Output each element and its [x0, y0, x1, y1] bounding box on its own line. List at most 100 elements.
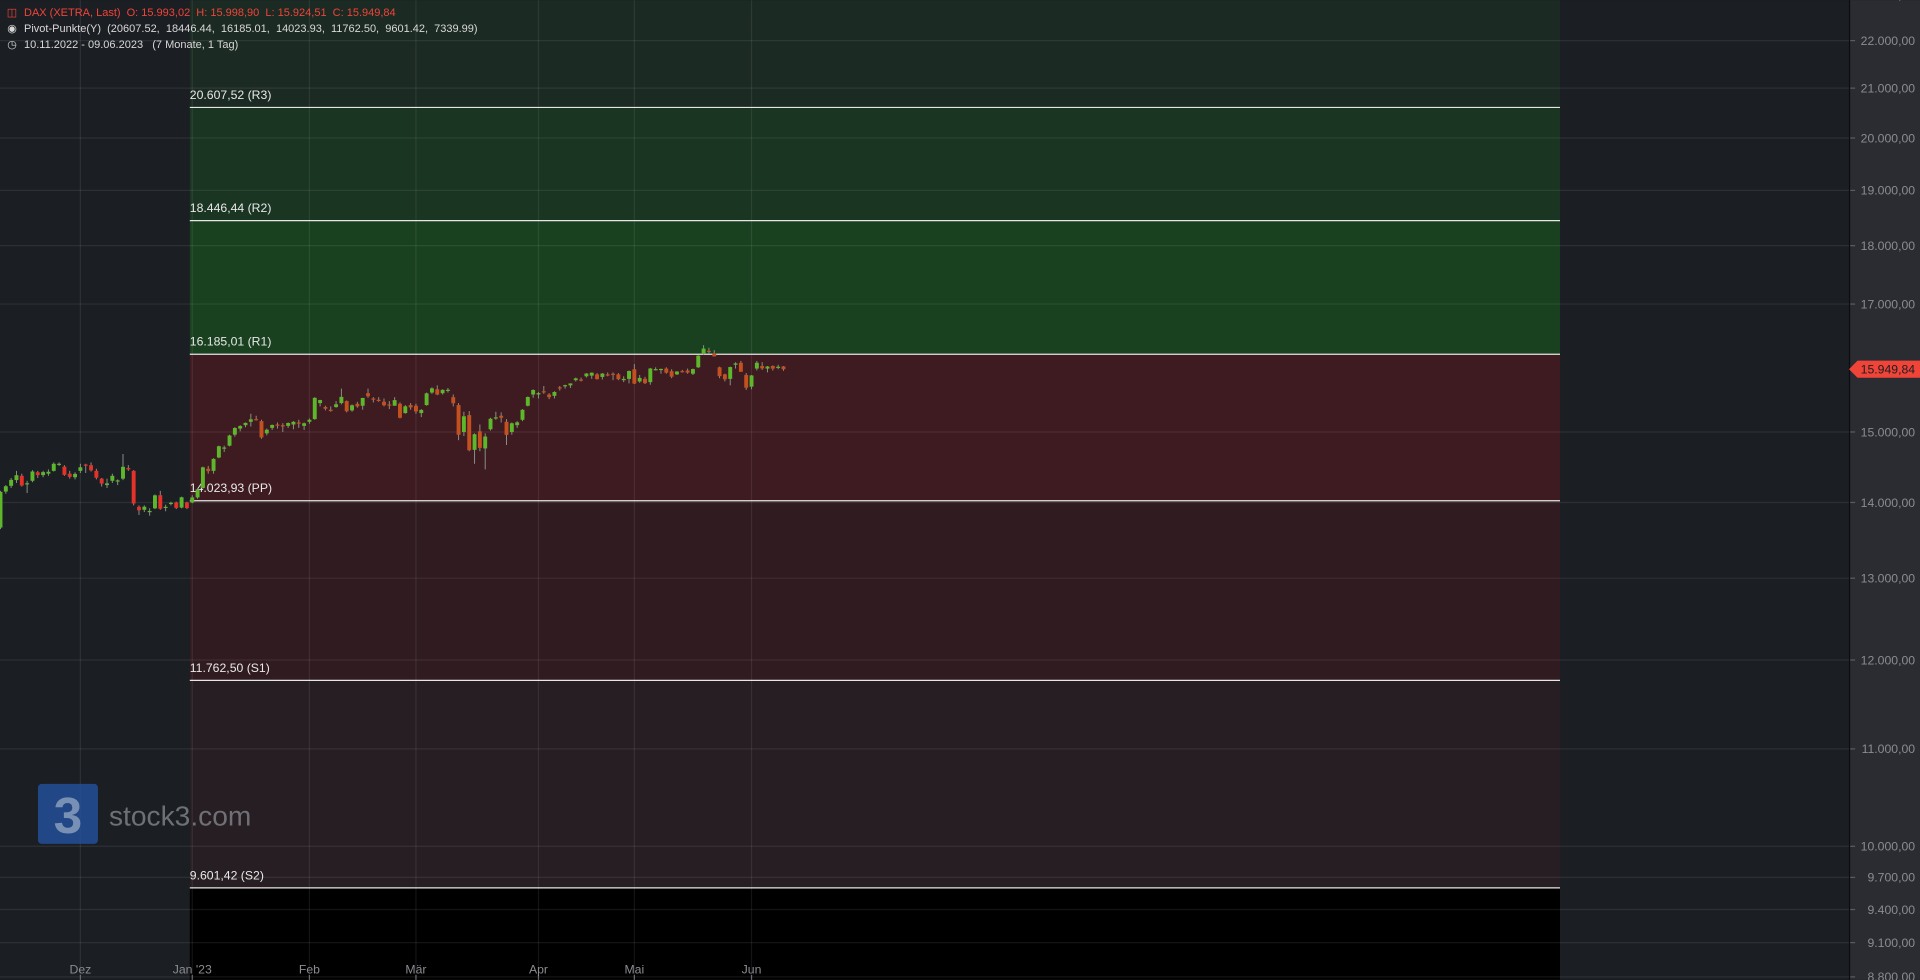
pivot-labels: 20.607,52 (R3) 18.446,44 (R2) 16.185,01 (R… [190, 88, 272, 882]
candle [222, 445, 227, 452]
candle-body [184, 502, 189, 509]
candle-body [344, 401, 349, 412]
candle-body [270, 424, 275, 428]
candle-body [355, 403, 360, 407]
candle [126, 465, 131, 471]
candle-body [392, 400, 397, 406]
price-tick-label: 12.000,00 [1861, 653, 1916, 667]
candle [328, 406, 333, 412]
legend-instrument-row[interactable]: ◫ DAX (XETRA, Last) O: 15.993,02 H: 15.9… [6, 5, 478, 21]
candle [398, 402, 402, 419]
candle [419, 409, 424, 418]
candle-body [595, 374, 600, 380]
candle-body [19, 475, 24, 486]
candle-body [115, 480, 120, 482]
candle-body [62, 466, 67, 475]
candle-body [137, 506, 141, 511]
price-tick-label: 9.700,00 [1867, 871, 1915, 885]
price-axis[interactable] [1848, 0, 1920, 980]
candle-body [206, 468, 211, 472]
candle [254, 415, 259, 421]
candle [531, 389, 536, 398]
candle-body [669, 371, 674, 377]
candle [318, 399, 323, 407]
candle [89, 462, 93, 472]
candle-body [46, 471, 51, 474]
clock-icon: ◷ [7, 39, 17, 51]
candle [414, 403, 418, 414]
candle-body [659, 368, 663, 371]
candle-body [243, 422, 248, 426]
candle [499, 412, 504, 423]
candle [142, 505, 147, 513]
candle-body [78, 467, 83, 471]
candle [659, 368, 663, 374]
candle [685, 368, 690, 374]
candle [706, 347, 711, 354]
pivot-zones [189, 0, 1561, 980]
candle [547, 393, 552, 400]
candle [637, 375, 642, 383]
candle-body [99, 478, 104, 484]
candle [360, 397, 365, 410]
candle-body [722, 374, 727, 380]
candle [168, 501, 173, 506]
logo-text: stock3.com [109, 801, 251, 832]
legend-indicator-row[interactable]: ◉ Pivot-Punkte(Y) (20607.52, 18446.44, 1… [6, 21, 477, 37]
candle [19, 473, 24, 487]
candle [675, 371, 679, 376]
last-price-label: 15.949,84 [1861, 363, 1916, 377]
candle [382, 398, 386, 407]
candle [137, 505, 141, 515]
pivot-zone [189, 0, 1561, 108]
candle-body [398, 403, 402, 418]
candle [568, 383, 573, 388]
candle-body [685, 370, 690, 373]
candle-body [280, 425, 285, 427]
candle-body [360, 398, 365, 406]
pivot-label-r3: 20.607,52 (R3) [190, 88, 272, 102]
pivot-label-r1: 16.185,01 (R1) [190, 335, 272, 349]
candle [589, 372, 594, 379]
candle [270, 424, 275, 430]
time-axis[interactable]: Dez Jan '23 Feb Mär Apr Mai Jun [70, 963, 762, 980]
candle [579, 377, 584, 382]
candlestick-icon: ◫ [6, 7, 18, 19]
candle-body [248, 419, 253, 422]
candle [371, 397, 376, 403]
candle [73, 472, 78, 480]
legend-range-row[interactable]: ◷ 10.11.2022 - 09.06.2023 (7 Monate, 1 T… [6, 37, 478, 53]
logo-mark-text: 3 [54, 786, 83, 844]
candle-body [174, 502, 179, 508]
candle [57, 462, 62, 466]
candle-body [41, 472, 46, 476]
chart-legend: ◫ DAX (XETRA, Last) O: 15.993,02 H: 15.9… [6, 5, 478, 53]
candle [35, 470, 40, 478]
candle-body [0, 491, 3, 528]
pivot-lines [189, 106, 1560, 889]
candle [584, 373, 589, 378]
pivot-label-s1: 11.762,50 (S1) [190, 661, 270, 675]
candle [153, 494, 157, 510]
price-tick-label: 22.000,00 [1861, 34, 1916, 48]
candle [195, 487, 200, 499]
price-tick-label: 8.800,00 [1867, 970, 1915, 980]
candle-body [429, 388, 434, 393]
candle-body [51, 463, 56, 471]
candle-body [776, 366, 781, 368]
candle [669, 369, 674, 379]
candle [184, 501, 189, 510]
candle [67, 470, 72, 479]
candle-body [749, 375, 754, 387]
candle-body [531, 389, 536, 395]
candle-body [302, 423, 307, 426]
time-tick-label: Jan '23 [173, 963, 212, 977]
candle [302, 422, 307, 430]
last-price-badge [1848, 360, 1920, 378]
candle-body [216, 446, 221, 458]
candle-body [142, 506, 147, 510]
pivot-zone [189, 220, 1561, 355]
candle-body [611, 373, 615, 375]
candle-body [515, 422, 520, 426]
